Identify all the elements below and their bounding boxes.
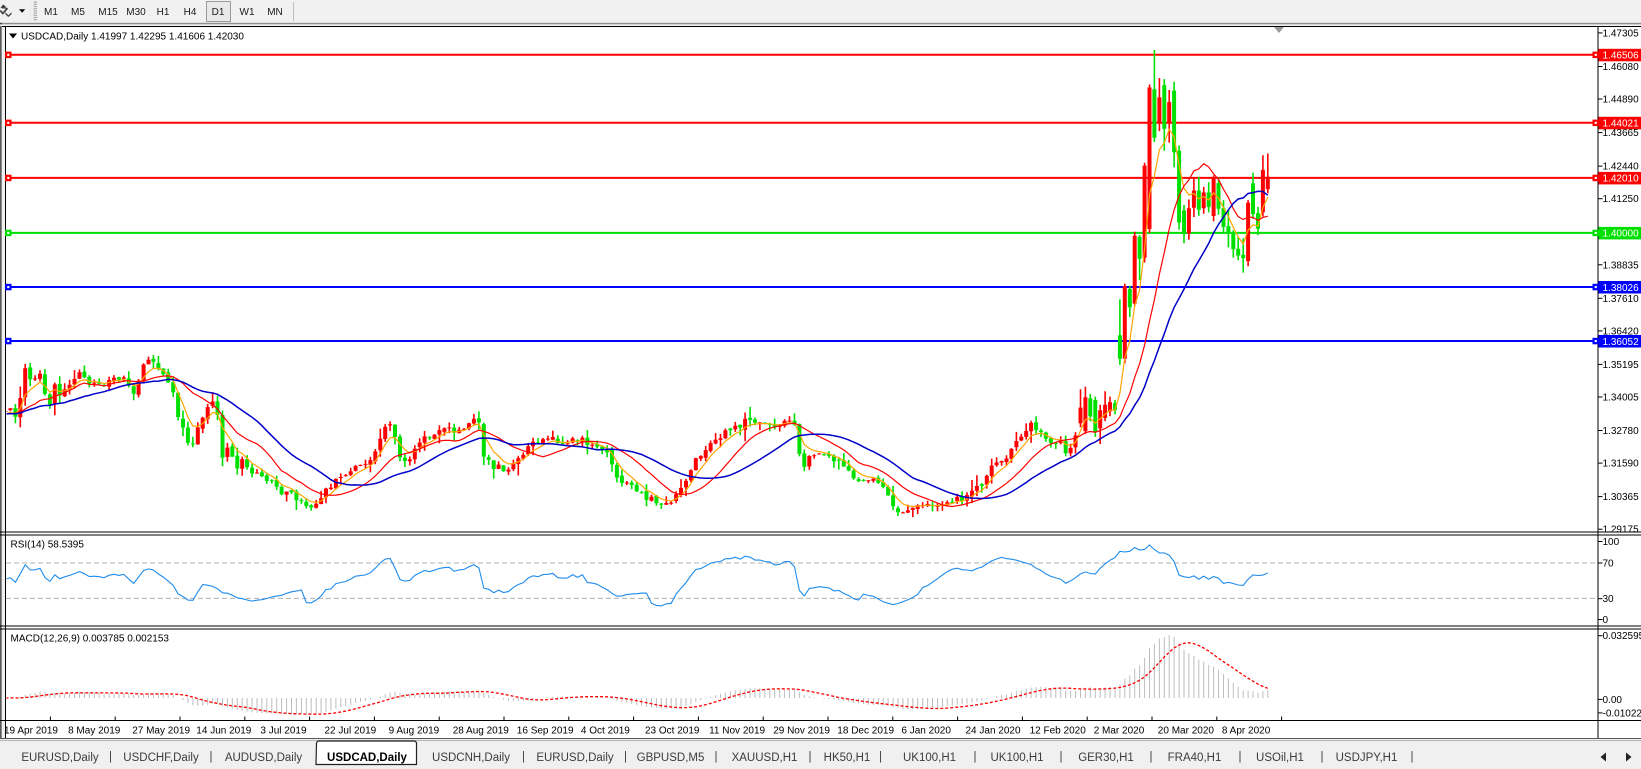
svg-text:0: 0	[1603, 615, 1609, 626]
svg-text:EURUSD,Daily: EURUSD,Daily	[536, 752, 614, 764]
svg-text:1.32780: 1.32780	[1603, 426, 1640, 437]
svg-text:23 Oct 2019: 23 Oct 2019	[645, 726, 700, 737]
svg-text:30: 30	[1603, 594, 1615, 605]
svg-text:1.34005: 1.34005	[1603, 393, 1640, 404]
svg-text:1.44890: 1.44890	[1603, 95, 1640, 106]
svg-text:USOil,H1: USOil,H1	[1256, 752, 1304, 764]
svg-text:UK100,H1: UK100,H1	[903, 752, 956, 764]
svg-text:1.42440: 1.42440	[1603, 162, 1640, 173]
svg-text:1.42010: 1.42010	[1603, 174, 1640, 185]
svg-text:AUDUSD,Daily: AUDUSD,Daily	[225, 752, 303, 764]
svg-text:1.40000: 1.40000	[1603, 229, 1640, 240]
svg-text:0.032595: 0.032595	[1603, 631, 1641, 642]
svg-text:M1: M1	[44, 7, 58, 18]
svg-text:USDCHF,Daily: USDCHF,Daily	[123, 752, 199, 764]
svg-text:1.38835: 1.38835	[1603, 260, 1640, 271]
svg-text:70: 70	[1603, 559, 1615, 570]
svg-text:19 Apr 2019: 19 Apr 2019	[4, 726, 58, 737]
svg-text:14 Jun 2019: 14 Jun 2019	[196, 726, 251, 737]
svg-text:|: |	[522, 751, 525, 763]
svg-text:D1: D1	[212, 7, 225, 18]
svg-text:|: |	[1150, 751, 1153, 763]
svg-text:|: |	[624, 751, 627, 763]
svg-text:|: |	[210, 751, 213, 763]
svg-text:2 Mar 2020: 2 Mar 2020	[1094, 726, 1145, 737]
svg-text:6 Jan 2020: 6 Jan 2020	[901, 726, 951, 737]
svg-text:1.46080: 1.46080	[1603, 62, 1640, 73]
svg-text:H1: H1	[157, 7, 170, 18]
svg-text:|: |	[1239, 751, 1242, 763]
svg-text:|: |	[1411, 751, 1414, 763]
svg-text:1.47305: 1.47305	[1603, 28, 1640, 39]
svg-text:-0.010227: -0.010227	[1603, 708, 1641, 719]
svg-text:1.46506: 1.46506	[1603, 51, 1640, 62]
svg-text:GBPUSD,M5: GBPUSD,M5	[637, 752, 705, 764]
svg-text:8 May 2019: 8 May 2019	[68, 726, 121, 737]
svg-text:1.37610: 1.37610	[1603, 294, 1640, 305]
svg-text:|: |	[1060, 751, 1063, 763]
svg-text:9 Aug 2019: 9 Aug 2019	[389, 726, 440, 737]
svg-text:USDCAD,Daily: USDCAD,Daily	[327, 752, 407, 764]
svg-text:8 Apr 2020: 8 Apr 2020	[1222, 726, 1271, 737]
svg-text:M5: M5	[71, 7, 85, 18]
svg-text:GER30,H1: GER30,H1	[1078, 752, 1134, 764]
svg-text:FRA40,H1: FRA40,H1	[1168, 752, 1222, 764]
svg-text:28 Aug 2019: 28 Aug 2019	[453, 726, 510, 737]
svg-text:|: |	[879, 751, 882, 763]
svg-text:1.38026: 1.38026	[1603, 283, 1640, 294]
svg-text:1.31590: 1.31590	[1603, 459, 1640, 470]
svg-text:27 May 2019: 27 May 2019	[132, 726, 190, 737]
svg-text:|: |	[1321, 751, 1324, 763]
svg-text:M15: M15	[98, 7, 118, 18]
svg-text:1.41250: 1.41250	[1603, 194, 1640, 205]
svg-text:1.35195: 1.35195	[1603, 360, 1640, 371]
svg-text:18 Dec 2019: 18 Dec 2019	[837, 726, 894, 737]
svg-text:20 Mar 2020: 20 Mar 2020	[1158, 726, 1215, 737]
svg-text:M30: M30	[126, 7, 146, 18]
svg-text:1.43665: 1.43665	[1603, 128, 1640, 139]
svg-text:1.44021: 1.44021	[1603, 119, 1640, 130]
svg-text:12 Feb 2020: 12 Feb 2020	[1030, 726, 1087, 737]
svg-text:22 Jul 2019: 22 Jul 2019	[325, 726, 377, 737]
svg-text:XAUUSD,H1: XAUUSD,H1	[732, 752, 798, 764]
svg-text:USDJPY,H1: USDJPY,H1	[1336, 752, 1398, 764]
svg-text:29 Nov 2019: 29 Nov 2019	[773, 726, 830, 737]
svg-text:EURUSD,Daily: EURUSD,Daily	[21, 752, 99, 764]
svg-text:16 Sep 2019: 16 Sep 2019	[517, 726, 574, 737]
svg-text:0.00: 0.00	[1603, 695, 1623, 706]
svg-text:1.36420: 1.36420	[1603, 326, 1640, 337]
svg-text:MN: MN	[267, 7, 283, 18]
svg-text:HK50,H1: HK50,H1	[824, 752, 871, 764]
svg-text:100: 100	[1603, 537, 1620, 548]
svg-text:|: |	[809, 751, 812, 763]
svg-text:|: |	[715, 751, 718, 763]
svg-text:1.36052: 1.36052	[1603, 337, 1640, 348]
svg-text:RSI(14) 58.5395: RSI(14) 58.5395	[11, 540, 85, 551]
svg-text:|: |	[974, 751, 977, 763]
svg-text:H4: H4	[184, 7, 197, 18]
svg-text:UK100,H1: UK100,H1	[990, 752, 1043, 764]
svg-text:11 Nov 2019: 11 Nov 2019	[709, 726, 765, 737]
svg-text:3 Jul 2019: 3 Jul 2019	[260, 726, 307, 737]
svg-text:24 Jan 2020: 24 Jan 2020	[966, 726, 1021, 737]
svg-text:W1: W1	[240, 7, 255, 18]
svg-text:4 Oct 2019: 4 Oct 2019	[581, 726, 630, 737]
svg-text:1.29175: 1.29175	[1603, 525, 1640, 536]
svg-text:MACD(12,26,9) 0.003785 0.00215: MACD(12,26,9) 0.003785 0.002153	[11, 634, 170, 645]
svg-text:USDCAD,Daily 1.41997 1.42295: USDCAD,Daily 1.41997 1.42295 1.41606 1.4…	[21, 32, 244, 43]
svg-text:USDCNH,Daily: USDCNH,Daily	[432, 752, 510, 764]
svg-text:1.30365: 1.30365	[1603, 492, 1640, 503]
svg-text:|: |	[109, 751, 112, 763]
